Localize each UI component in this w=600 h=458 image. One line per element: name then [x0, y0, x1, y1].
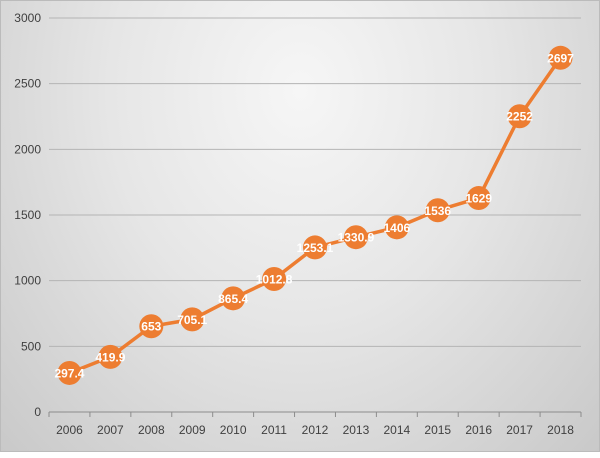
x-tick-label: 2009	[179, 423, 206, 437]
data-label: 1330.9	[338, 231, 375, 245]
data-point	[57, 360, 82, 385]
y-tick-label: 2000	[14, 142, 41, 156]
data-point	[221, 286, 246, 311]
x-tick-label: 2017	[506, 423, 533, 437]
data-point	[139, 314, 164, 339]
data-label: 1012.8	[256, 272, 293, 286]
x-tick-label: 2016	[465, 423, 492, 437]
x-tick-label: 2008	[138, 423, 165, 437]
data-label: 2697	[547, 51, 574, 65]
data-point	[343, 225, 368, 250]
x-tick-label: 2011	[261, 423, 287, 437]
data-label: 653	[141, 320, 161, 334]
data-point	[425, 198, 450, 223]
data-label: 1406	[383, 221, 410, 235]
data-point	[303, 235, 327, 260]
data-point	[466, 186, 491, 211]
data-point	[507, 104, 532, 129]
y-tick-label: 3000	[14, 11, 41, 25]
data-label: 1253.1	[297, 241, 334, 255]
data-label: 705.1	[177, 313, 207, 327]
data-point	[98, 344, 123, 369]
data-point	[548, 45, 573, 70]
data-label: 2252	[506, 110, 533, 124]
data-label: 297.4	[54, 366, 84, 380]
y-tick-label: 1500	[14, 208, 41, 222]
x-tick-label: 2018	[547, 423, 574, 437]
data-point	[180, 307, 205, 332]
data-label: 1536	[424, 204, 451, 218]
x-tick-label: 2006	[56, 423, 83, 437]
y-tick-label: 1000	[14, 274, 41, 288]
data-label: 419.9	[95, 350, 125, 364]
y-tick-label: 500	[21, 339, 41, 353]
x-tick-label: 2013	[343, 423, 370, 437]
y-tick-label: 2500	[14, 77, 41, 91]
data-point	[262, 266, 287, 291]
x-tick-label: 2015	[424, 423, 451, 437]
x-tick-label: 2012	[302, 423, 329, 437]
data-label: 865.4	[218, 292, 248, 306]
data-label: 1629	[465, 192, 492, 206]
x-tick-label: 2007	[97, 423, 124, 437]
x-tick-label: 2014	[383, 423, 410, 437]
x-tick-label: 2010	[220, 423, 247, 437]
data-point	[384, 215, 409, 240]
y-tick-label: 0	[34, 405, 41, 419]
